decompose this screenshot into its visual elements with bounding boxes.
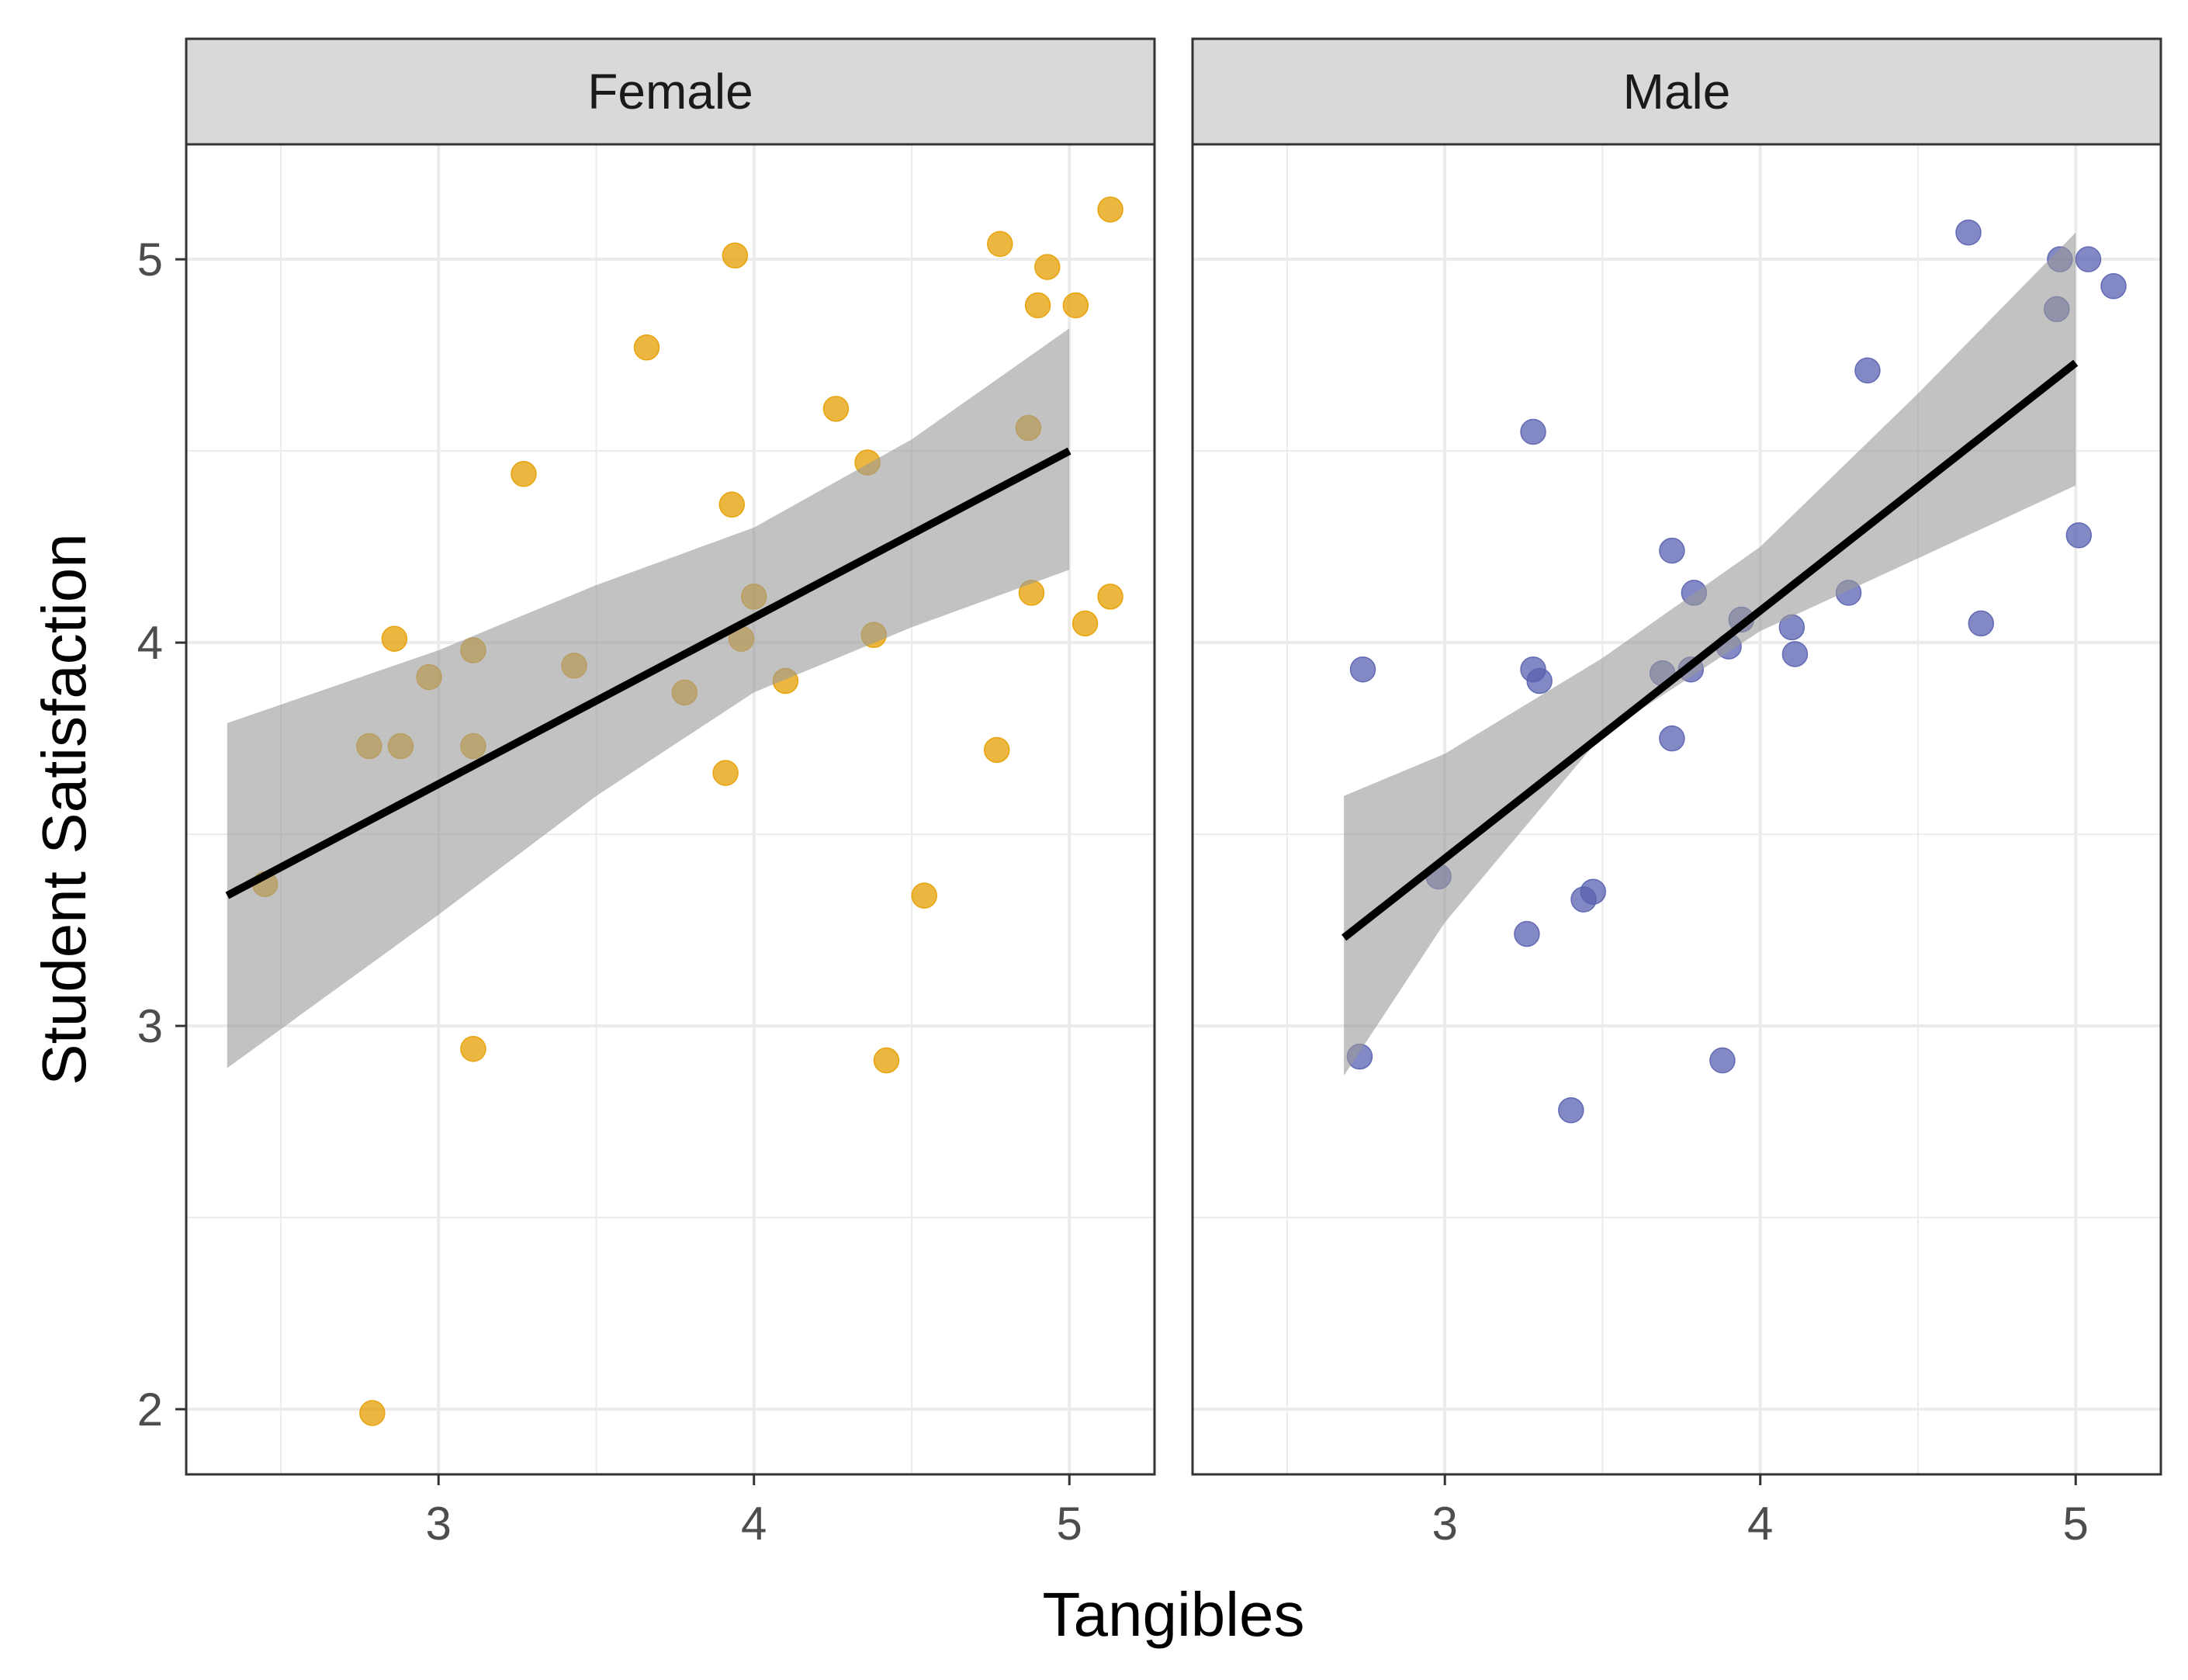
- data-point: [1955, 219, 1982, 246]
- data-point: [1349, 656, 1376, 683]
- data-point: [873, 1047, 900, 1074]
- data-point: [1097, 196, 1123, 223]
- data-point: [822, 396, 850, 422]
- data-point: [983, 736, 1010, 764]
- data-point: [1709, 1047, 1736, 1074]
- panel-male: Male 3 4 5: [1191, 37, 2162, 1550]
- data-point: [718, 491, 746, 518]
- regression-line: [225, 447, 1071, 899]
- x-tick-label: 3: [426, 1498, 452, 1550]
- data-point: [712, 760, 739, 786]
- data-point: [1781, 641, 1809, 667]
- x-tick-label: 4: [1747, 1498, 1773, 1550]
- y-tick-label: 4: [137, 617, 163, 669]
- plot-area-female: [225, 196, 1123, 1426]
- data-point: [1062, 292, 1089, 319]
- y-tick-label: 2: [137, 1384, 163, 1436]
- data-point: [359, 1400, 386, 1426]
- data-point: [1024, 292, 1051, 319]
- data-point: [911, 882, 937, 909]
- data-point: [633, 334, 660, 361]
- x-tick-label: 5: [2063, 1498, 2089, 1550]
- data-point: [1580, 878, 1607, 905]
- strip-background: [1191, 37, 2162, 146]
- data-point: [2075, 246, 2102, 272]
- data-point: [1514, 920, 1540, 947]
- panel-female: Female 3 4 5 2 3 4 5: [137, 37, 1156, 1550]
- strip-label-female: Female: [587, 64, 753, 120]
- data-point: [987, 230, 1013, 258]
- data-point: [2065, 522, 2093, 549]
- data-point: [722, 242, 749, 268]
- confidence-band: [227, 328, 1070, 1069]
- x-axis-title: Tangibles: [1042, 1580, 1304, 1649]
- strip-label-male: Male: [1623, 64, 1731, 120]
- regression-line: [1342, 359, 2079, 941]
- data-point: [1968, 610, 1995, 637]
- data-point: [1854, 357, 1881, 384]
- data-point: [1034, 254, 1061, 280]
- data-point: [460, 1035, 486, 1062]
- data-point: [381, 625, 408, 652]
- x-tick-label: 3: [1432, 1498, 1458, 1550]
- y-tick-label: 3: [137, 1000, 163, 1052]
- data-point: [1526, 667, 1553, 695]
- data-point: [1097, 584, 1123, 610]
- data-point: [1659, 725, 1685, 752]
- data-point: [1520, 418, 1546, 445]
- y-tick-label: 5: [137, 234, 163, 286]
- data-point: [1659, 537, 1685, 564]
- data-point: [1558, 1096, 1584, 1124]
- x-tick-label: 4: [741, 1498, 767, 1550]
- x-tick-label: 5: [1057, 1498, 1082, 1550]
- data-point: [511, 461, 537, 487]
- strip-background: [185, 37, 1156, 146]
- y-axis-title: Student Satisfaction: [29, 533, 99, 1086]
- plot-area-male: [1342, 219, 2127, 1124]
- data-point: [1071, 610, 1099, 637]
- data-point: [2100, 273, 2127, 300]
